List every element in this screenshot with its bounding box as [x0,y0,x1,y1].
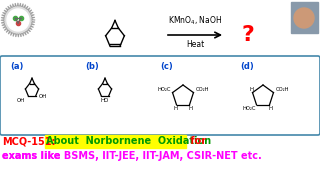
Text: for: for [187,136,206,146]
Text: OH: OH [17,98,25,103]
Text: HO₂C: HO₂C [242,106,256,111]
Bar [291,2,318,33]
Text: H: H [250,87,254,92]
Text: About  Norbornene  Oxidation: About Norbornene Oxidation [46,136,211,146]
Text: (d): (d) [240,62,254,71]
Text: (c): (c) [160,62,173,71]
Text: H: H [188,106,193,111]
Text: HO: HO [101,98,109,103]
Polygon shape [1,3,35,37]
Text: CO₂H: CO₂H [276,87,289,92]
Text: KMnO$_4$, NaOH: KMnO$_4$, NaOH [168,15,222,27]
Text: H: H [268,106,273,111]
Text: OH: OH [39,94,47,99]
Text: HO₂C: HO₂C [157,87,171,92]
Text: ?: ? [242,25,254,45]
Bar [45,134,186,147]
Text: (b): (b) [85,62,99,71]
Text: H: H [173,106,178,111]
Text: Heat: Heat [186,40,204,49]
FancyBboxPatch shape [0,56,320,135]
Text: exams like BSMS, IIT-JEE, IIT-JAM, CSIR-NET etc.: exams like BSMS, IIT-JEE, IIT-JAM, CSIR-… [2,151,262,161]
Text: MCQ-151:: MCQ-151: [2,136,55,146]
Text: exams like: exams like [2,151,64,161]
Circle shape [294,8,314,28]
Text: (a): (a) [10,62,23,71]
Circle shape [7,9,29,31]
Text: CO₂H: CO₂H [196,87,209,92]
